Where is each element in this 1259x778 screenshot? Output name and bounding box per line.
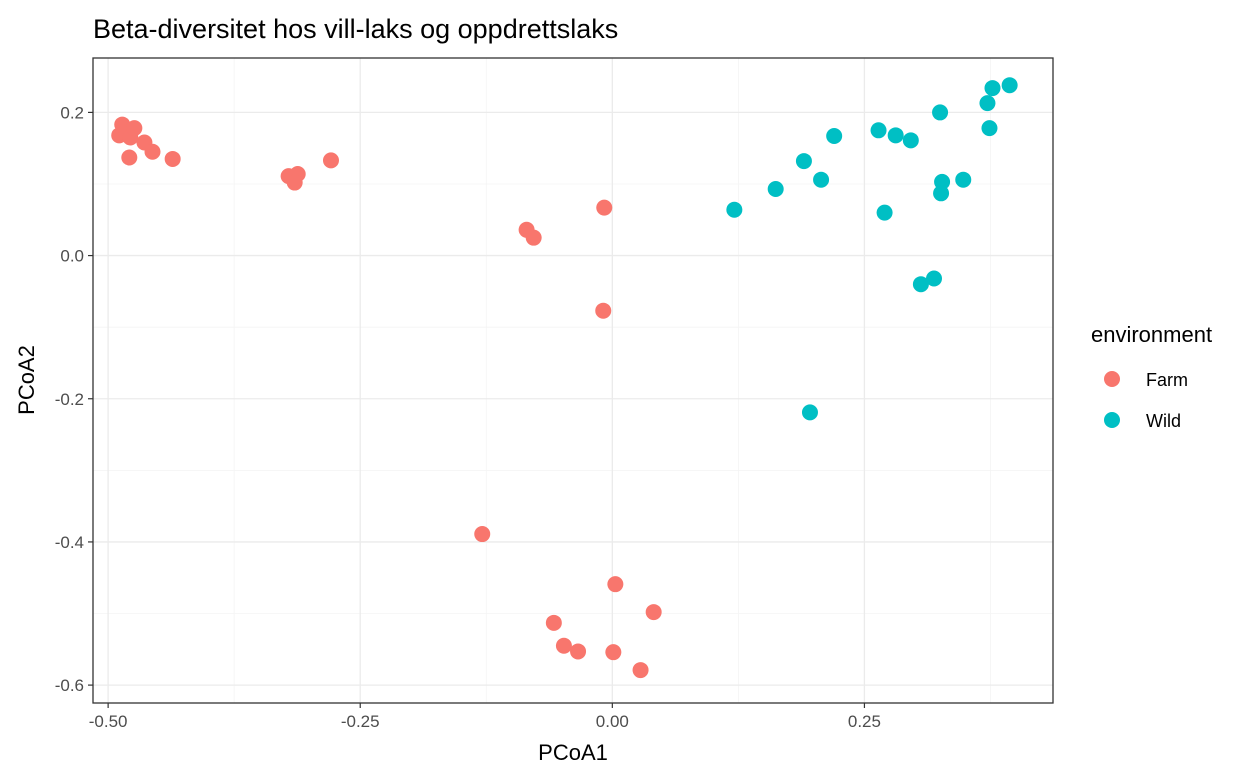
farm-point: [607, 576, 624, 593]
wild-point: [984, 80, 1001, 97]
y-tick-label: -0.4: [55, 533, 84, 552]
x-tick-label: 0.25: [848, 712, 881, 731]
farm-point: [555, 637, 572, 654]
y-axis-title: PCoA2: [14, 345, 39, 415]
y-tick-label: -0.6: [55, 676, 84, 695]
chart-title: Beta-diversitet hos vill-laks og oppdret…: [93, 14, 618, 44]
wild-point: [979, 95, 996, 112]
wild-point: [912, 276, 929, 293]
legend-key-wild: [1104, 412, 1120, 428]
wild-point: [933, 185, 950, 202]
x-tick-label: -0.25: [341, 712, 380, 731]
farm-point: [121, 149, 138, 166]
y-tick-label: 0.2: [60, 103, 84, 122]
legend-items: Farm Wild: [1104, 370, 1188, 431]
major-gridlines: [93, 58, 1053, 703]
farm-point: [126, 120, 143, 137]
farm-point: [474, 526, 491, 543]
wild-point: [955, 171, 972, 188]
wild-point: [887, 127, 904, 144]
farm-point: [545, 614, 562, 631]
plot-panel: [92, 57, 1054, 704]
wild-point: [767, 181, 784, 198]
farm-point: [570, 643, 587, 660]
x-tick-label: -0.50: [89, 712, 128, 731]
farm-point: [595, 302, 612, 319]
y-tick-label: 0.0: [60, 247, 84, 266]
wild-point: [932, 104, 949, 121]
minor-gridlines: [93, 58, 1053, 703]
wild-point: [826, 128, 843, 145]
x-axis-title: PCoA1: [538, 740, 608, 765]
legend-label-farm: Farm: [1146, 370, 1188, 390]
wild-point: [870, 122, 887, 139]
farm-point: [605, 644, 622, 661]
farm-point: [596, 199, 613, 216]
farm-point: [144, 143, 161, 160]
legend: environment Farm Wild: [1091, 322, 1212, 431]
farm-point: [322, 152, 339, 169]
wild-point: [876, 204, 893, 221]
farm-point: [645, 604, 662, 621]
wild-point: [926, 270, 943, 287]
farm-point: [286, 174, 303, 191]
wild-point: [981, 120, 998, 137]
wild-point: [934, 173, 951, 190]
wild-point: [795, 153, 812, 170]
wild-point: [1001, 77, 1018, 94]
legend-key-farm: [1104, 371, 1120, 387]
data-points: [111, 77, 1018, 679]
farm-point: [632, 662, 649, 679]
y-axis: 0.2 0.0 -0.2 -0.4 -0.6: [55, 103, 93, 695]
wild-point: [726, 201, 743, 218]
wild-point: [902, 132, 919, 149]
farm-point: [164, 150, 181, 167]
legend-label-wild: Wild: [1146, 411, 1181, 431]
wild-point: [801, 404, 818, 421]
x-tick-label: 0.00: [596, 712, 629, 731]
legend-title: environment: [1091, 322, 1212, 347]
wild-point: [813, 171, 830, 188]
y-tick-label: -0.2: [55, 390, 84, 409]
panel-border: [92, 57, 1054, 704]
farm-point: [525, 229, 542, 246]
x-axis: -0.50 -0.25 0.00 0.25: [89, 703, 881, 731]
